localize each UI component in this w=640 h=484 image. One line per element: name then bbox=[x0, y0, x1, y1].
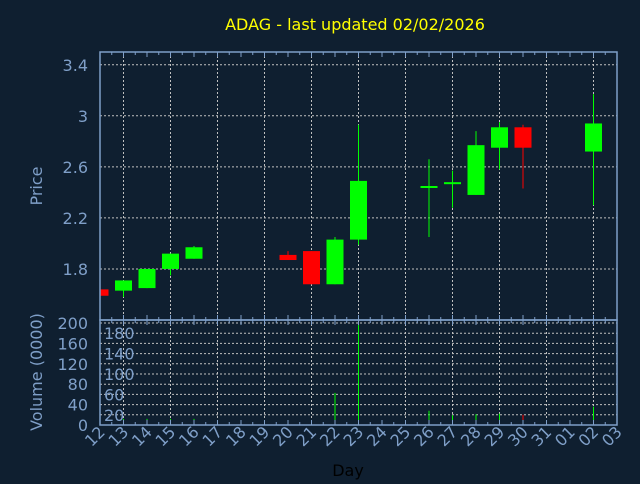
price-tick-label: 2.6 bbox=[63, 158, 88, 177]
candle-body bbox=[303, 251, 320, 285]
volume-tick-label: 0 bbox=[78, 416, 88, 435]
candle-body bbox=[279, 254, 297, 261]
price-tick-label: 3.4 bbox=[63, 56, 88, 75]
volume-tick-label: 40 bbox=[68, 396, 88, 415]
candle-body bbox=[115, 280, 132, 291]
chart-title: ADAG - last updated 02/02/2026 bbox=[225, 15, 485, 34]
candle-body bbox=[467, 145, 485, 195]
candle-body bbox=[100, 289, 109, 296]
candle-body bbox=[585, 123, 602, 152]
volume-tick-label: 140 bbox=[104, 345, 135, 364]
candle-body bbox=[444, 182, 461, 185]
volume-tick-label: 80 bbox=[68, 375, 88, 394]
volume-tick-label: 20 bbox=[104, 406, 124, 425]
candles bbox=[99, 94, 602, 298]
axes bbox=[99, 51, 618, 426]
price-tick-label: 3 bbox=[78, 107, 88, 126]
candle-body bbox=[162, 253, 179, 269]
candle-body bbox=[326, 239, 344, 285]
candle-body bbox=[491, 127, 508, 148]
volume-tick-label: 100 bbox=[104, 365, 135, 384]
candle-body bbox=[420, 186, 438, 188]
candle-body bbox=[514, 127, 532, 148]
day-tick-label: 03 bbox=[598, 422, 626, 450]
candle-body bbox=[350, 180, 367, 240]
price-axis-label: Price bbox=[27, 166, 46, 205]
candle-body bbox=[185, 247, 203, 259]
candle-body bbox=[138, 268, 156, 289]
volume-axis-label: Volume (0000) bbox=[27, 313, 46, 431]
x-axis-label: Day bbox=[332, 461, 364, 480]
volume-tick-label: 200 bbox=[57, 314, 88, 333]
volume-tick-label: 60 bbox=[104, 385, 124, 404]
volume-tick-label: 160 bbox=[57, 334, 88, 353]
price-tick-label: 2.2 bbox=[63, 209, 88, 228]
volume-tick-label: 180 bbox=[104, 324, 135, 343]
price-tick-label: 1.8 bbox=[63, 260, 88, 279]
volume-tick-label: 120 bbox=[57, 355, 88, 374]
